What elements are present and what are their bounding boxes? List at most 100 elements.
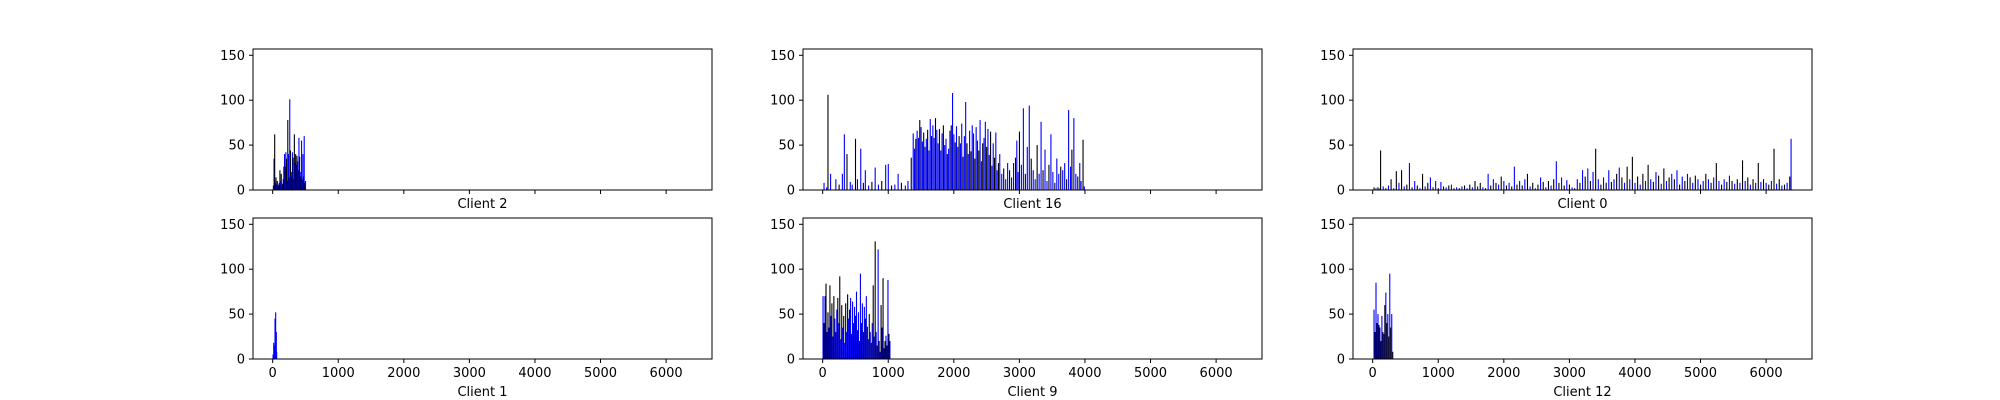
bar (1639, 184, 1641, 190)
bar (1388, 336, 1390, 359)
bar (907, 181, 909, 190)
bar (1401, 170, 1403, 190)
bar (931, 136, 933, 190)
bar (1024, 173, 1026, 190)
bar (912, 133, 914, 190)
bar (910, 157, 912, 190)
x-tick-label: 0 (269, 366, 277, 381)
bar (1050, 134, 1052, 190)
bar (1783, 184, 1786, 190)
bar (1665, 181, 1668, 190)
bar (831, 303, 833, 359)
bar (295, 164, 297, 190)
bar (1542, 181, 1544, 190)
bar (1521, 185, 1523, 190)
bar (1629, 179, 1631, 190)
bar (1776, 183, 1778, 190)
bar (868, 185, 870, 190)
bar (1379, 327, 1381, 359)
bar (285, 152, 287, 190)
bar (1046, 181, 1048, 190)
bar (293, 179, 295, 190)
bar (849, 309, 851, 359)
bar (1621, 177, 1623, 190)
bar (1448, 185, 1450, 190)
bar (278, 182, 280, 190)
bar (1380, 341, 1382, 359)
bar (885, 164, 887, 190)
bar (984, 121, 986, 190)
bar (1066, 179, 1068, 190)
bar (1082, 139, 1084, 190)
bar (302, 154, 304, 190)
bar (1495, 182, 1497, 190)
bar (1373, 309, 1375, 359)
bar (1042, 170, 1044, 190)
bar (1679, 184, 1681, 190)
bar (1553, 179, 1555, 190)
bar (849, 181, 851, 190)
bar (1487, 173, 1489, 190)
bar (835, 179, 837, 190)
bar (1550, 185, 1552, 190)
y-tick-label: 0 (787, 353, 795, 368)
bar (921, 141, 923, 190)
bar (1505, 185, 1508, 190)
bar (1668, 177, 1670, 190)
bar (1755, 182, 1757, 190)
bar (843, 134, 845, 190)
bar (1571, 187, 1573, 190)
bar (1384, 305, 1386, 359)
x-tick-label: 3000 (453, 366, 486, 381)
bar (282, 183, 284, 190)
bar (1005, 179, 1007, 190)
bar (278, 184, 280, 190)
bar (822, 296, 824, 359)
bar (1058, 173, 1060, 190)
subplot-client-9: 0 50 100 150 0 1000 2000 3000 4000 5000 6000 Clien… (770, 217, 1263, 400)
bar (1411, 187, 1413, 190)
bar (1786, 182, 1788, 190)
bar (1461, 186, 1463, 190)
bar (1697, 179, 1699, 190)
bar (1789, 176, 1791, 190)
bar (1568, 184, 1570, 190)
y-tick-label: 0 (787, 184, 795, 199)
bar (900, 182, 902, 190)
bar (967, 154, 969, 190)
bar (1600, 184, 1602, 190)
bar (1545, 187, 1547, 190)
bar (913, 148, 916, 190)
bar (1390, 327, 1392, 359)
ticks-group: 0 50 100 150 0 1000 2000 3000 4000 5000 6000 (1320, 218, 1782, 381)
bar (1393, 188, 1395, 190)
bar (301, 140, 303, 190)
bar (952, 93, 954, 190)
bar (1377, 314, 1379, 359)
bar (1490, 185, 1492, 190)
bar (953, 134, 955, 190)
x-tick-label: 5000 (1684, 366, 1717, 381)
bar (299, 172, 301, 190)
bar (304, 182, 306, 190)
y-tick-label: 50 (228, 308, 245, 323)
bar (978, 150, 980, 190)
x-axis-label: Client 1 (457, 385, 507, 400)
bar (856, 330, 859, 359)
bar (861, 303, 863, 359)
bar (286, 181, 288, 190)
y-tick-label: 150 (770, 218, 795, 233)
bar (825, 283, 827, 359)
bar (946, 154, 948, 190)
bar (1378, 324, 1380, 359)
bar (275, 177, 277, 190)
bar (1380, 150, 1382, 190)
bar (944, 145, 946, 190)
bar (1375, 188, 1377, 190)
bar (1534, 188, 1536, 190)
bar (1741, 160, 1744, 190)
bar (915, 138, 917, 190)
bar (974, 158, 976, 190)
bar (1044, 149, 1046, 190)
bar (276, 351, 278, 359)
